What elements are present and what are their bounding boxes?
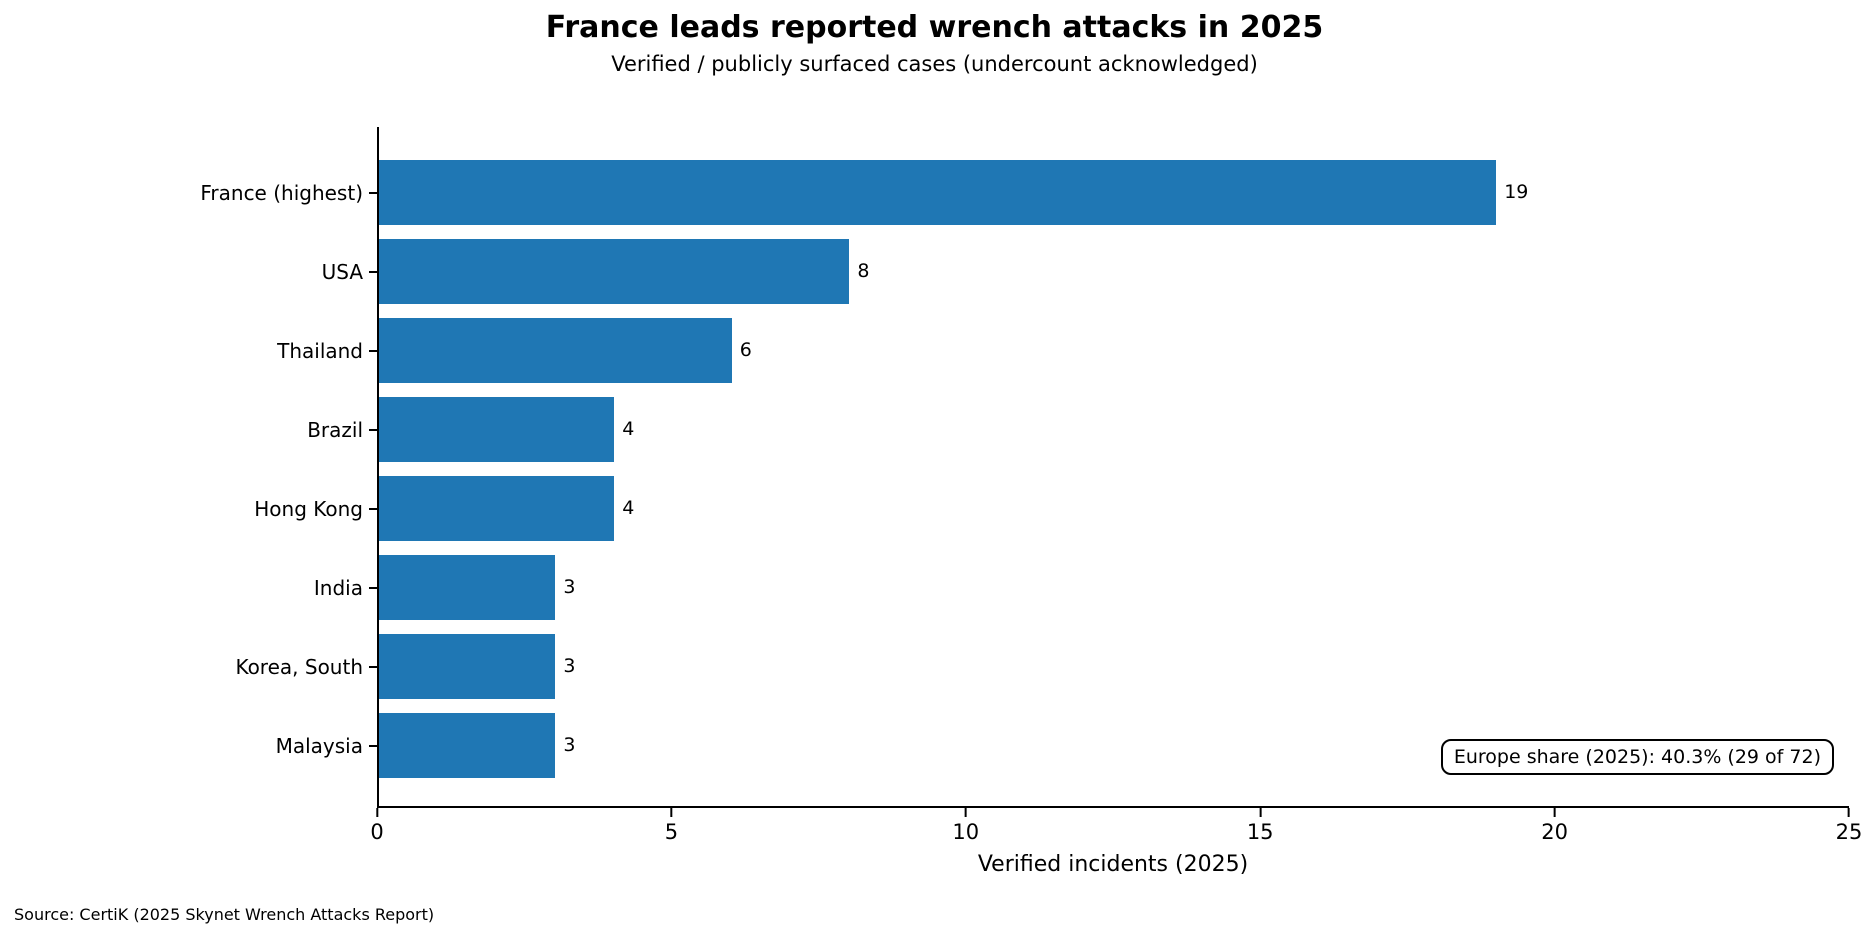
- bar-row: France (highest) 19: [200, 153, 1849, 232]
- value-label: 3: [563, 734, 576, 756]
- source-note: Source: CertiK (2025 Skynet Wrench Attac…: [14, 905, 435, 924]
- x-tick-label: 25: [1835, 820, 1863, 844]
- bar-row: USA 8: [322, 232, 1849, 311]
- category-label: Malaysia: [275, 733, 363, 758]
- value-label: 4: [622, 497, 635, 519]
- bar: [379, 160, 1497, 225]
- value-label: 8: [857, 260, 870, 282]
- x-tick-label: 15: [1246, 820, 1274, 844]
- bar-row: Malaysia 3: [276, 706, 1849, 785]
- y-tick-mark: [369, 507, 377, 510]
- category-label: Thailand: [277, 338, 363, 363]
- x-tick: 20: [1541, 808, 1568, 843]
- y-tick-mark: [369, 270, 377, 273]
- annotation-box: Europe share (2025): 40.3% (29 of 72): [1440, 739, 1834, 775]
- chart-title: France leads reported wrench attacks in …: [545, 10, 1324, 45]
- x-tick-mark: [376, 808, 378, 817]
- x-axis: 0 5 10 15 20 25: [370, 808, 1862, 848]
- x-tick-label: 10: [952, 820, 980, 844]
- x-tick: 10: [952, 808, 979, 843]
- bar: [379, 476, 615, 541]
- x-tick-mark: [964, 808, 967, 817]
- x-tick: 15: [1247, 808, 1274, 843]
- x-tick-mark: [670, 808, 673, 817]
- y-tick-mark: [369, 665, 377, 668]
- bars-container: France (highest) 19 USA 8 Thailand 6 Brazil 4 Ho…: [200, 153, 1849, 785]
- category-label: France (highest): [200, 180, 363, 205]
- x-tick-label: 20: [1541, 820, 1568, 844]
- value-label: 19: [1504, 181, 1529, 203]
- x-tick-mark: [1259, 808, 1262, 817]
- category-label: Korea, South: [235, 654, 363, 679]
- category-label: India: [313, 575, 363, 600]
- x-axis-label: Verified incidents (2025): [977, 852, 1249, 877]
- x-tick: 5: [665, 808, 678, 843]
- category-label: Hong Kong: [254, 496, 363, 521]
- bar: [379, 239, 850, 304]
- bar-row: Thailand 6: [277, 311, 1849, 390]
- chart-subtitle: Verified / publicly surfaced cases (unde…: [611, 52, 1258, 76]
- y-tick-mark: [369, 191, 377, 194]
- y-tick-mark: [369, 428, 377, 431]
- bar-row: India 3: [314, 548, 1849, 627]
- bar: [379, 397, 615, 462]
- bar-row: Hong Kong 4: [254, 469, 1849, 548]
- x-tick-label: 5: [664, 820, 679, 844]
- x-tick: 25: [1835, 808, 1863, 844]
- value-label: 3: [563, 576, 576, 598]
- x-tick: 0: [370, 808, 384, 844]
- bar-row: Korea, South 3: [235, 627, 1849, 706]
- plot-area: France (highest) 19 USA 8 Thailand 6 Brazil 4 Ho…: [200, 127, 1849, 808]
- x-tick-mark: [1847, 808, 1850, 817]
- y-tick-mark: [369, 349, 377, 352]
- x-tick-label: 0: [370, 820, 384, 844]
- bar: [379, 555, 556, 620]
- bar-row: Brazil 4: [307, 390, 1849, 469]
- bar: [379, 634, 556, 699]
- x-tick-mark: [1553, 808, 1556, 817]
- category-label: Brazil: [307, 417, 363, 442]
- bar: [379, 713, 556, 778]
- value-label: 6: [739, 339, 752, 361]
- bar: [379, 318, 732, 383]
- y-tick-mark: [369, 586, 377, 589]
- category-label: USA: [321, 259, 363, 284]
- value-label: 3: [563, 655, 576, 677]
- y-tick-mark: [369, 744, 377, 747]
- value-label: 4: [622, 418, 635, 440]
